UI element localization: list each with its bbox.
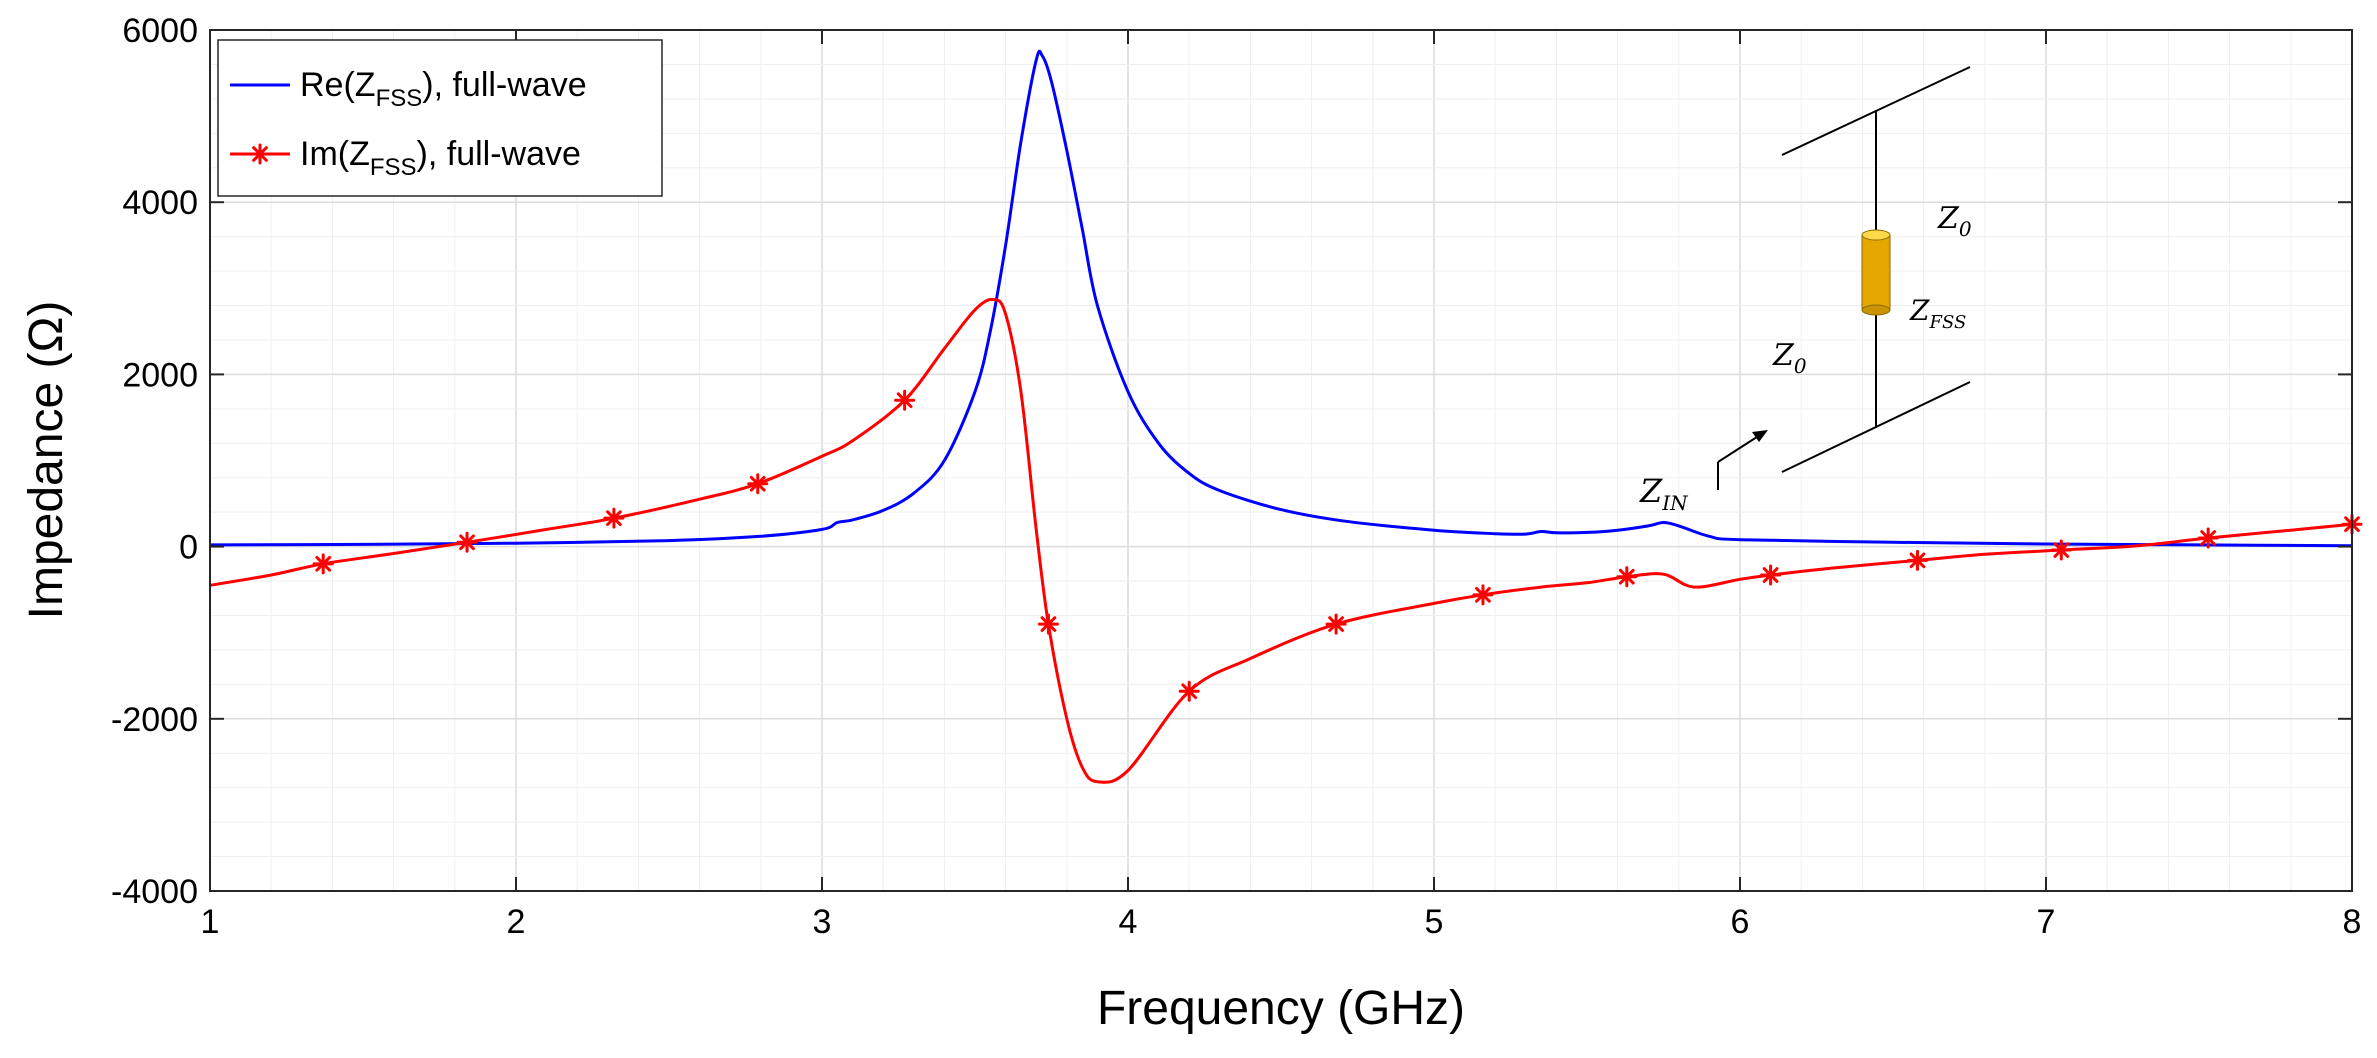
inset-zfss: ZFSS [1909,294,1966,333]
series-layer [209,49,2363,784]
legend-box [217,39,663,197]
data-point-im-zfss [894,389,916,411]
plot-frame [209,29,2353,892]
x-tick-label: 3 [813,903,832,941]
x-tick-label: 5 [1425,903,1444,941]
data-point-im-zfss [1616,566,1638,588]
series-line-im-zfss [209,297,2353,784]
x-axis-label: Frequency (GHz) [1097,982,1465,1035]
data-point-im-zfss [1037,613,1059,635]
data-point-im-zfss [2050,539,2072,561]
x-tick-label: 7 [2037,903,2056,941]
y-tick-label: -2000 [111,701,198,739]
data-point-im-zfss [1325,613,1347,635]
legend-asterisk-icon [249,143,271,165]
y-axis-label: Impedance (Ω) [20,301,73,620]
series-line-re-zfss [209,49,2353,548]
data-point-im-zfss [2197,527,2219,549]
inset-arrow-head [1752,430,1768,442]
y-tick-label: 0 [179,529,198,567]
data-point-im-zfss [1472,584,1494,606]
data-point-im-zfss [603,507,625,529]
legend: Re(ZFSS), full-wave Im(ZFSS), full-wave [217,39,663,197]
legend-marker-im [249,143,271,165]
fss-impedance-icon [1861,229,1891,316]
inset-z0-top: Z0 [1937,201,1972,241]
data-point-im-zfss [747,473,769,495]
inset-arrow-diag [1717,434,1761,463]
y-tick-label: 2000 [122,356,198,394]
x-tick-label: 4 [1119,903,1138,941]
legend-entry-re: Re(ZFSS), full-wave [300,66,587,112]
data-point-im-zfss [1760,564,1782,586]
legend-entry-im: Im(ZFSS), full-wave [300,135,581,181]
y-tick-label: -4000 [111,873,198,911]
x-tick-label: 6 [1731,903,1750,941]
data-point-im-zfss [312,553,334,575]
inset-zin: ZIN [1639,472,1689,515]
tick-labels: 1 2 3 4 5 6 7 8 -4000 -2000 0 2000 4000 6000 [111,12,2361,941]
y-tick-label: 6000 [122,12,198,50]
data-point-im-zfss [1178,680,1200,702]
data-point-im-zfss [456,531,478,553]
inset-diagram: Z0 ZFSS Z0 ZIN [1639,66,1972,515]
y-tick-label: 4000 [122,184,198,222]
x-tick-label: 1 [201,903,220,941]
x-tick-label: 8 [2343,903,2362,941]
inset-z0-bottom: Z0 [1772,338,1807,378]
data-point-im-zfss [1906,549,1928,571]
tick-marks [209,29,2353,892]
x-tick-label: 2 [507,903,526,941]
